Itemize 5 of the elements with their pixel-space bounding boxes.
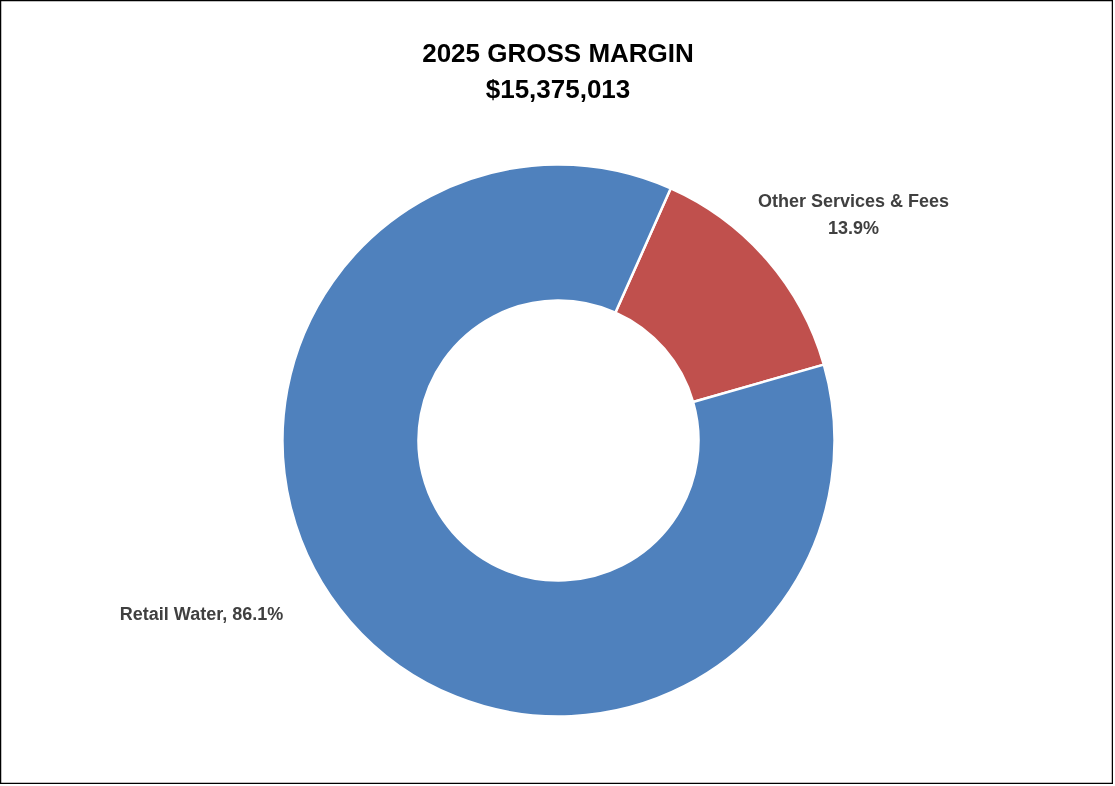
chart-subtitle: $15,375,013 xyxy=(485,73,631,104)
slice-label: Other Services & Fees xyxy=(757,190,950,211)
chart-title: 2025 GROSS MARGIN xyxy=(422,37,694,68)
data-label: 13.9% xyxy=(827,217,880,238)
slice-label: Retail Water, 86.1% xyxy=(119,603,284,624)
